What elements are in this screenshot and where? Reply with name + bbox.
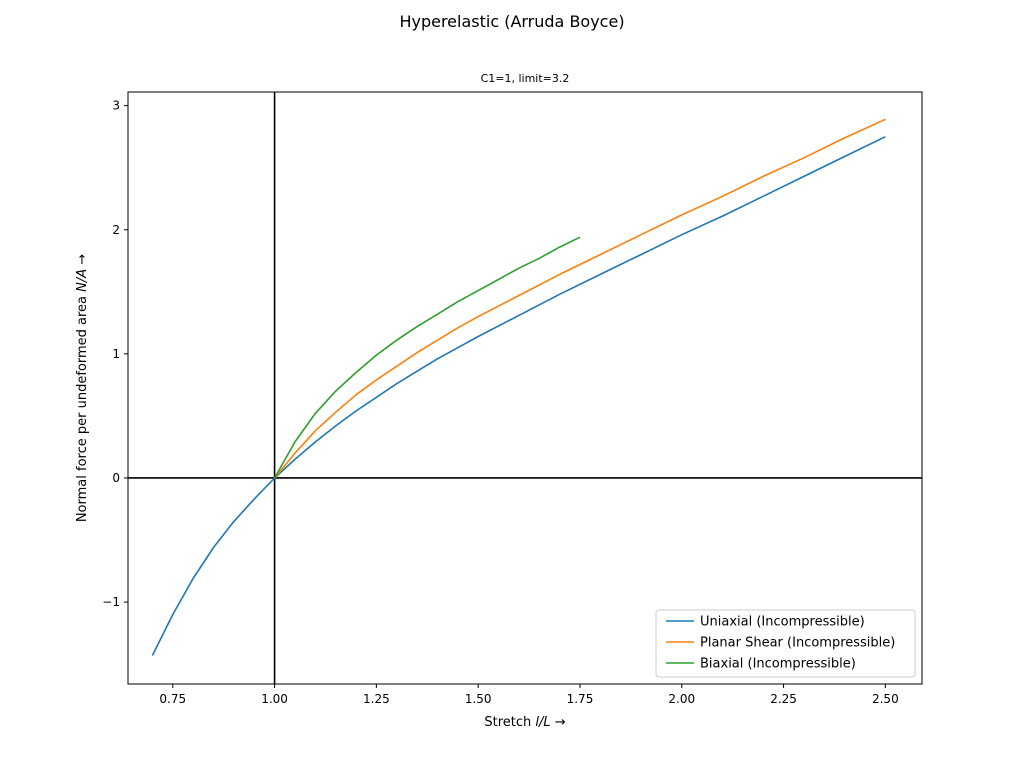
x-tick-label: 1.00 bbox=[261, 692, 288, 706]
series-line-2 bbox=[273, 236, 581, 479]
x-tick-label: 1.75 bbox=[567, 692, 594, 706]
y-axis: −1 0 1 2 3 bbox=[102, 99, 128, 609]
y-tick-label: 1 bbox=[112, 347, 120, 361]
y-tick-label: 3 bbox=[112, 99, 120, 113]
legend: Uniaxial (Incompressible) Planar Shear (I… bbox=[655, 609, 916, 678]
legend-label-0: Uniaxial (Incompressible) bbox=[700, 615, 865, 630]
series-line-0 bbox=[151, 135, 886, 656]
chart-title: C1=1, limit=3.2 bbox=[480, 72, 570, 85]
legend-label-1: Planar Shear (Incompressible) bbox=[700, 636, 895, 651]
y-tick-label: −1 bbox=[102, 595, 120, 609]
legend-box bbox=[655, 609, 916, 678]
y-tick-label: 2 bbox=[112, 223, 120, 237]
x-axis-label: Stretch l/L → bbox=[484, 715, 565, 730]
figure-suptitle: Hyperelastic (Arruda Boyce) bbox=[399, 12, 625, 31]
x-axis: 0.75 1.00 1.25 1.50 1.75 2.00 2.25 2.50 bbox=[159, 684, 899, 706]
series-line-1 bbox=[273, 118, 886, 479]
x-tick-label: 2.00 bbox=[668, 692, 695, 706]
axes-frame bbox=[127, 91, 923, 685]
x-tick-label: 0.75 bbox=[159, 692, 186, 706]
y-axis-label: Normal force per undeformed area N/A → bbox=[75, 254, 90, 522]
legend-label-2: Biaxial (Incompressible) bbox=[700, 657, 856, 672]
x-tick-label: 1.25 bbox=[363, 692, 390, 706]
x-tick-label: 1.50 bbox=[465, 692, 492, 706]
y-tick-label: 0 bbox=[112, 471, 120, 485]
x-tick-label: 2.50 bbox=[872, 692, 899, 706]
x-tick-label: 2.25 bbox=[770, 692, 797, 706]
plot-area bbox=[128, 92, 922, 684]
